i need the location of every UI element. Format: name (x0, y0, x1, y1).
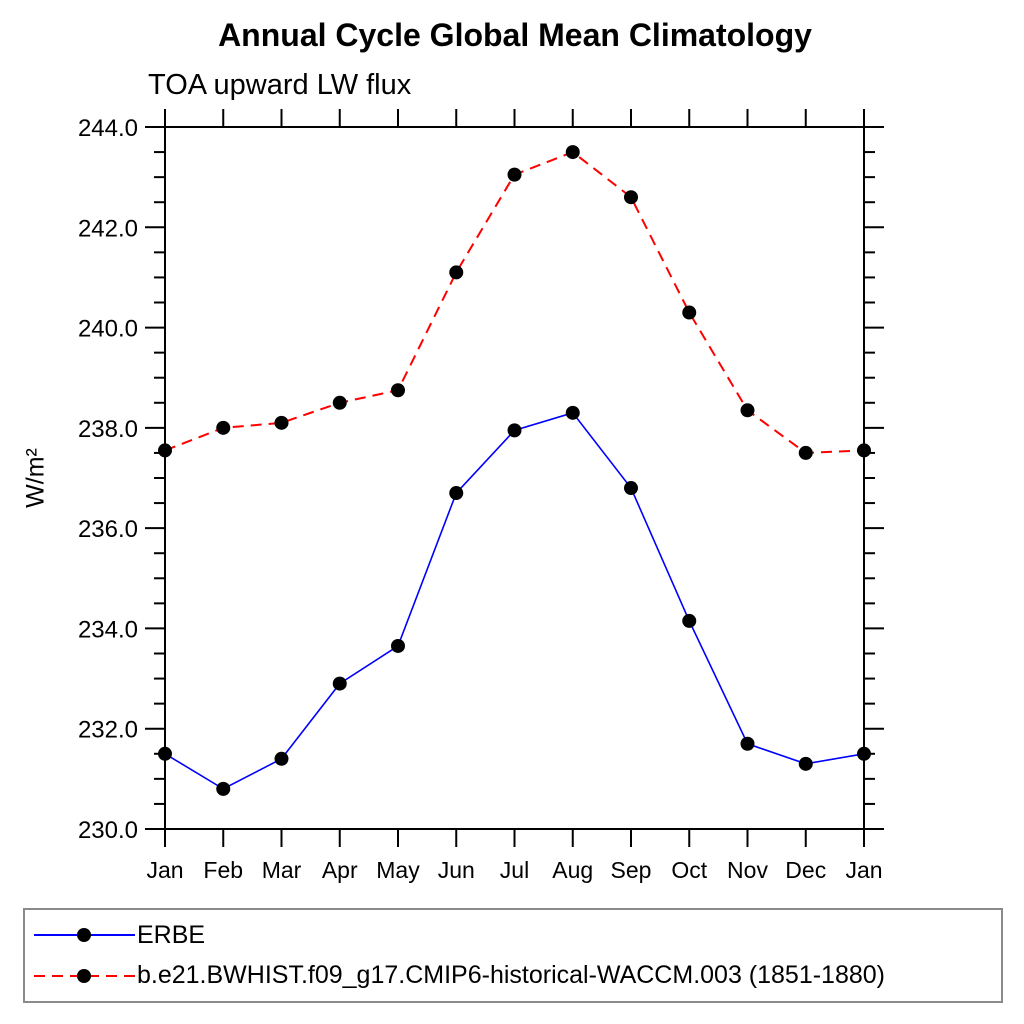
x-tick-label: Oct (671, 857, 707, 883)
series-line-1 (164, 150, 865, 454)
series-marker-1 (274, 415, 289, 430)
x-tick-label: Mar (262, 857, 302, 883)
series-marker-1 (449, 265, 464, 280)
series-marker-1 (216, 420, 231, 435)
x-tick-label: Nov (727, 857, 768, 883)
legend: ERBE b.e21.BWHIST.f09_g17.CMIP6-historic… (23, 908, 1003, 1003)
series-marker-0 (449, 486, 464, 501)
chart-subtitle: TOA upward LW flux (148, 69, 412, 101)
y-tick-label: 240.0 (78, 316, 138, 343)
series-marker-1 (565, 145, 580, 160)
series-marker-1 (798, 445, 813, 460)
series-marker-0 (216, 781, 231, 796)
legend-label-model: b.e21.BWHIST.f09_g17.CMIP6-historical-WA… (137, 961, 885, 990)
series-marker-1 (682, 305, 697, 320)
x-tick-label: Sep (611, 857, 652, 883)
series-marker-1 (391, 383, 405, 398)
series-marker-0 (798, 756, 813, 771)
series-marker-1 (624, 190, 638, 205)
x-tick-label: Feb (203, 857, 243, 883)
series-marker-1 (507, 167, 522, 182)
y-tick-label: 244.0 (78, 115, 138, 142)
x-tick-label: May (376, 857, 420, 883)
x-tick-label: Jun (438, 857, 475, 883)
x-tick-label: Jan (146, 857, 183, 883)
series-marker-1 (332, 395, 347, 410)
plot-frame (164, 126, 865, 830)
x-tick-label: Jul (500, 857, 529, 883)
y-tick-label: 242.0 (78, 215, 138, 242)
legend-item-model: b.e21.BWHIST.f09_g17.CMIP6-historical-WA… (32, 961, 1001, 991)
y-tick-label: 234.0 (78, 616, 138, 643)
y-tick-label: 232.0 (78, 717, 138, 744)
series-line-0 (164, 411, 865, 790)
series-marker-0 (682, 613, 697, 628)
series-marker-0 (740, 736, 755, 751)
series-marker-0 (274, 751, 289, 766)
series-marker-0 (158, 746, 172, 761)
chart-title: Annual Cycle Global Mean Climatology (218, 17, 812, 53)
legend-label-erbe: ERBE (137, 920, 206, 949)
y-tick-label: 238.0 (78, 416, 138, 443)
series-marker-0 (624, 481, 638, 496)
legend-item-erbe: ERBE (32, 920, 1001, 950)
series-marker-0 (507, 423, 522, 438)
erbe-line-sample-icon (34, 928, 135, 943)
x-tick-label: Jan (845, 857, 882, 883)
series-marker-0 (565, 405, 580, 420)
model-line-sample-icon (34, 968, 135, 983)
series-marker-1 (857, 443, 871, 458)
series-marker-1 (740, 403, 755, 418)
series-marker-0 (857, 746, 871, 761)
x-tick-label: Aug (552, 857, 593, 883)
x-tick-label: Apr (322, 857, 358, 883)
x-tick-label: Dec (785, 857, 826, 883)
y-tick-label: 230.0 (78, 817, 138, 844)
series-marker-0 (332, 676, 347, 691)
y-tick-label: 236.0 (78, 516, 138, 543)
series-marker-1 (158, 443, 172, 458)
series-marker-0 (391, 638, 405, 653)
